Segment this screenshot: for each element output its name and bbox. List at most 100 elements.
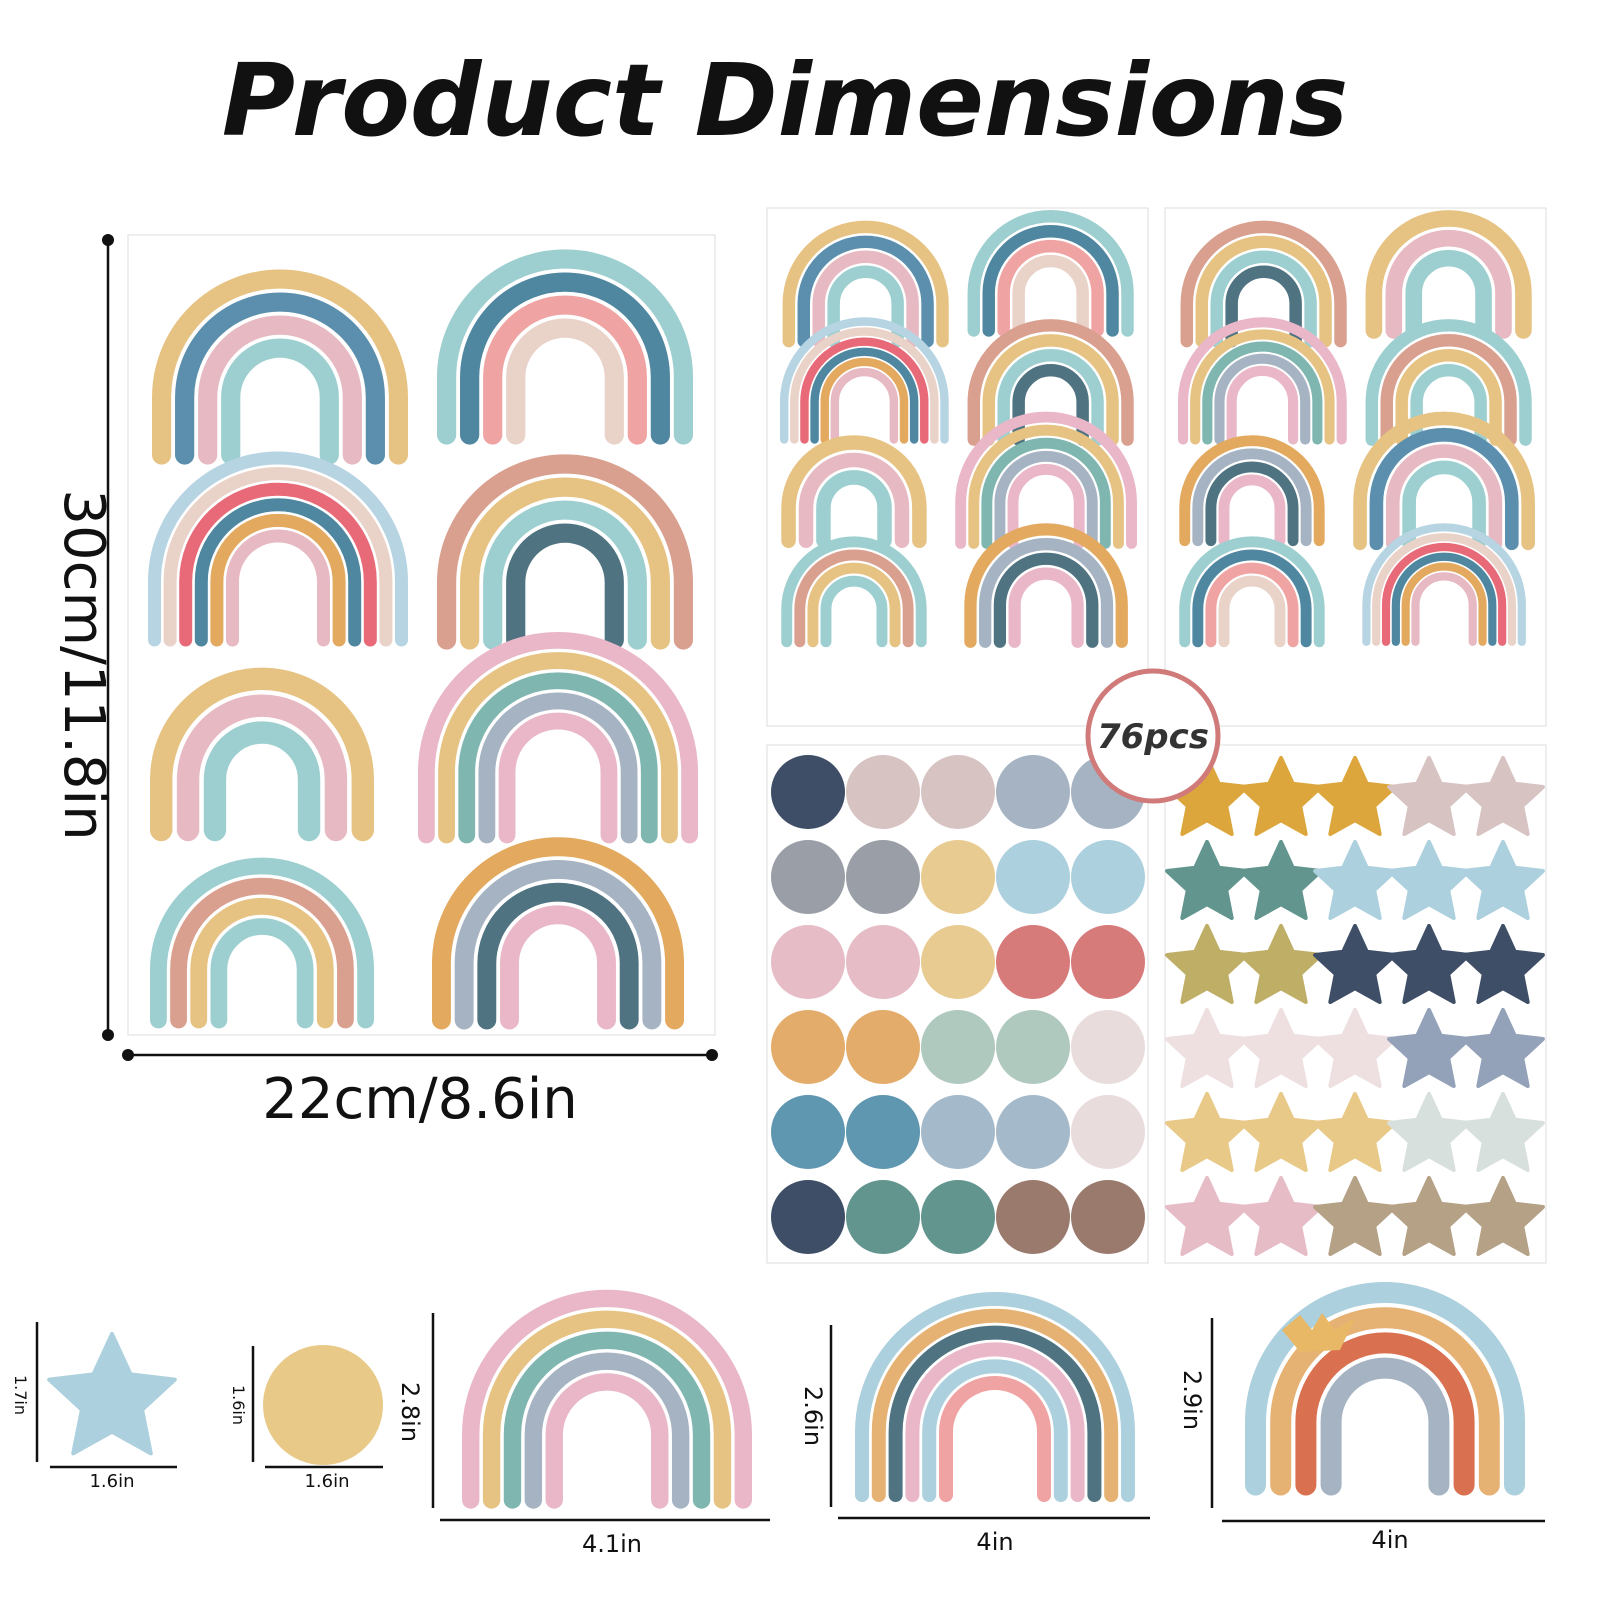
dot-sticker <box>921 925 995 999</box>
rainbow-band <box>482 1310 732 1509</box>
rainbow-band <box>997 349 1104 446</box>
rainbow-band <box>1008 567 1084 648</box>
rainbow-band <box>163 467 393 647</box>
rainbow-band <box>506 523 624 650</box>
star-sticker <box>1165 924 1249 1004</box>
dot-sticker <box>771 840 845 914</box>
rainbow-band <box>477 882 639 1030</box>
rainbow-band <box>148 451 408 647</box>
dimension-lines <box>35 234 1545 1523</box>
rainbow-band <box>1205 562 1299 648</box>
dot-sticker <box>1071 1010 1145 1084</box>
rainbow-band <box>816 470 892 548</box>
rainbow-band <box>781 536 927 648</box>
rainbow-band <box>1012 363 1089 446</box>
star-sticker <box>47 1332 177 1456</box>
dot-sticker <box>771 1010 845 1084</box>
rainbow-band <box>800 337 929 444</box>
rainbow-band <box>968 424 1124 549</box>
star-sticker <box>1239 1008 1323 1088</box>
sheet-width: 22cm/8.6in <box>262 1067 578 1132</box>
rainbow-band <box>1411 572 1477 646</box>
rainbow-band <box>1395 349 1502 446</box>
star-sticker <box>1461 1176 1545 1256</box>
rainbow-band <box>827 265 904 348</box>
rainbow-band <box>830 367 899 444</box>
rainbow-band <box>458 672 658 844</box>
rainbow-band <box>1372 533 1517 646</box>
item-height: 2.8in <box>396 1382 424 1442</box>
dot-sticker <box>996 1180 1070 1254</box>
rainbow-band <box>922 1359 1068 1502</box>
dot-sticker <box>921 840 995 914</box>
rainbow-band <box>198 315 362 465</box>
rainbow-band <box>1353 411 1535 551</box>
dim-end <box>102 234 114 246</box>
dot-sticker <box>1071 1095 1145 1169</box>
rainbow-band <box>437 454 693 650</box>
star-sticker <box>1387 1092 1471 1172</box>
dot-sticker <box>996 925 1070 999</box>
dot-sticker <box>846 1180 920 1254</box>
rainbow-band <box>1385 230 1512 339</box>
rainbow-band <box>982 224 1119 337</box>
rainbow-band <box>1202 341 1323 445</box>
dim-end <box>706 1049 718 1061</box>
star-sticker <box>1387 1176 1471 1256</box>
rainbow-band <box>779 317 949 444</box>
item-width: 4in <box>976 1528 1013 1556</box>
rainbow-band <box>1225 265 1302 348</box>
rainbow-band <box>1214 354 1311 445</box>
star-sticker <box>1239 1092 1323 1172</box>
rainbow-band <box>432 837 684 1030</box>
rainbow-band <box>993 553 1099 648</box>
star-sticker <box>1313 840 1397 920</box>
rainbow-band <box>810 347 919 444</box>
rainbow-band <box>1205 461 1299 547</box>
star-sticker <box>1461 756 1545 836</box>
rainbow-band <box>503 1331 711 1509</box>
star-sticker <box>1239 756 1323 836</box>
star-sticker <box>1387 1008 1471 1088</box>
rainbow-band <box>1362 523 1526 646</box>
star-sticker <box>1461 924 1545 1004</box>
rainbow-band <box>982 334 1119 446</box>
rainbow-band <box>210 513 346 647</box>
rainbow-band <box>545 1373 669 1509</box>
dot-sticker <box>846 925 920 999</box>
star-sticker <box>1387 756 1471 836</box>
star-sticker <box>1387 924 1471 1004</box>
rainbow-band <box>1192 448 1312 547</box>
dot-sticker <box>846 1095 920 1169</box>
sheet <box>766 744 1149 1264</box>
dot-sticker <box>921 1010 995 1084</box>
rainbow-band <box>506 318 624 445</box>
star-sticker <box>1165 1176 1249 1256</box>
rainbow-band <box>1218 576 1286 648</box>
star-sticker <box>1313 924 1397 1004</box>
dot-sticker <box>846 840 920 914</box>
rainbow-band <box>994 450 1098 549</box>
rainbow-band <box>981 438 1111 549</box>
rainbow-band <box>820 575 888 648</box>
rainbow-band <box>203 721 321 842</box>
star-sticker <box>1461 1008 1545 1088</box>
star-sticker <box>1239 1176 1323 1256</box>
rainbow-band <box>794 549 914 648</box>
rainbow-band <box>781 435 927 548</box>
rainbow-band <box>1401 562 1487 646</box>
rainbow-band <box>812 250 919 348</box>
rainbow-band <box>820 357 909 444</box>
rainbow-band <box>1210 250 1317 348</box>
badge <box>1085 668 1221 804</box>
item-height: 2.9in <box>1178 1370 1206 1430</box>
rainbow-band <box>807 562 901 648</box>
star-sticker <box>1313 1092 1397 1172</box>
rainbow-band <box>438 652 678 844</box>
star-sticker <box>1239 840 1323 920</box>
rainbow-band <box>1385 444 1503 551</box>
rainbow-band <box>1270 1307 1500 1496</box>
rainbow-band <box>1192 550 1312 648</box>
item-width: 4in <box>1371 1526 1408 1554</box>
